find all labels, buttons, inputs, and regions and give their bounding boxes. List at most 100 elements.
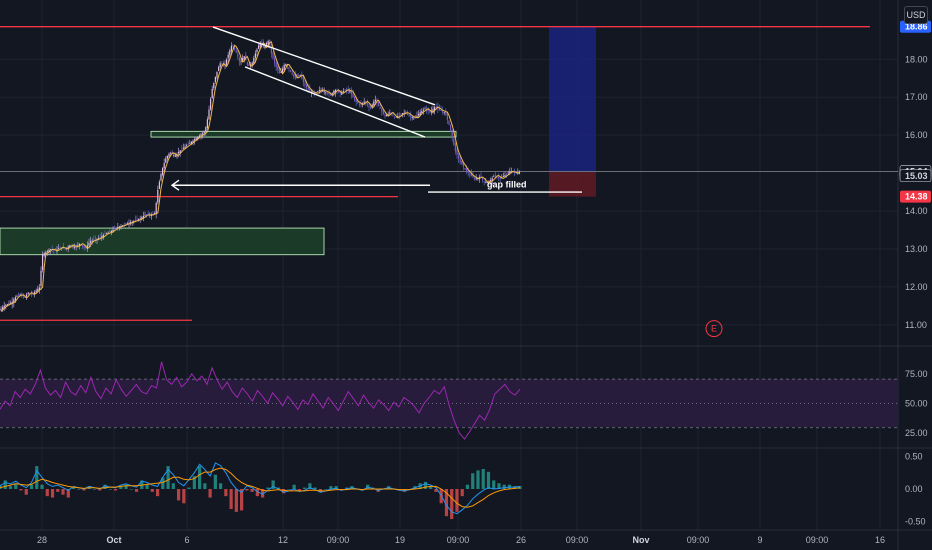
price-axis-label: 18.00 xyxy=(905,54,928,64)
candle-body xyxy=(421,111,423,113)
trend-drawings[interactable]: gap filled E xyxy=(170,26,723,338)
candle-body xyxy=(462,163,464,167)
candle-body xyxy=(408,114,410,116)
candle-body xyxy=(40,270,42,287)
candle-body xyxy=(360,103,362,105)
candle-body xyxy=(90,241,92,244)
candle-body xyxy=(3,305,5,309)
candle-body xyxy=(35,290,37,293)
candle-body xyxy=(216,71,218,78)
macd-histogram-bar xyxy=(61,489,65,495)
price-axis[interactable]: 18.00 17.00 16.00 14.00 13.00 12.00 11.00 75.00… xyxy=(899,20,932,527)
candle-body xyxy=(110,230,112,233)
macd-histogram-bar xyxy=(213,474,217,489)
gap-filled-annotation: gap filled xyxy=(487,179,527,189)
macd-axis-label: 0.50 xyxy=(905,452,923,462)
macd-histogram-bar xyxy=(313,487,317,489)
candle-body xyxy=(34,292,36,294)
candle-body xyxy=(398,114,400,116)
candle-body xyxy=(467,171,469,173)
candle-body xyxy=(386,114,388,117)
price-tag xyxy=(899,169,932,183)
candle-body xyxy=(338,90,340,93)
macd-histogram-bar xyxy=(518,486,522,489)
candle-body xyxy=(274,57,276,63)
candle-body xyxy=(235,50,237,53)
macd-histogram-bar xyxy=(324,489,328,490)
candle-body xyxy=(8,303,10,306)
macd-histogram-bar xyxy=(303,487,307,489)
horizontal-levels[interactable] xyxy=(0,26,898,321)
candle-body xyxy=(174,155,176,157)
candle-body xyxy=(173,155,175,156)
candle-body xyxy=(475,178,477,180)
candle-body xyxy=(512,171,514,173)
time-axis-label: 9 xyxy=(757,535,762,545)
macd-histogram-bar xyxy=(98,489,102,491)
candle-body xyxy=(18,294,20,296)
candle-body xyxy=(506,173,508,175)
time-axis[interactable]: 28 Oct 6 12 09:00 19 09:00 26 09:00 Nov 09:00 9 09:0… xyxy=(37,535,885,545)
candle-body xyxy=(170,152,172,154)
candle-body xyxy=(278,69,280,74)
candle-body xyxy=(102,235,104,238)
macd-histogram-bar xyxy=(171,483,175,489)
candle-body xyxy=(277,66,279,71)
candle-body xyxy=(208,109,210,120)
candle-body xyxy=(498,177,500,179)
candle-body xyxy=(266,43,268,46)
candle-body xyxy=(435,107,437,109)
macd-histogram-bar xyxy=(224,489,228,497)
candle-body xyxy=(243,56,245,60)
candle-body xyxy=(198,135,200,139)
macd-histogram-bar xyxy=(292,484,296,489)
candle-body xyxy=(205,127,207,133)
support-zone xyxy=(150,130,457,138)
candle-body xyxy=(69,245,71,248)
candle-body xyxy=(42,254,44,271)
candle-body xyxy=(78,243,80,246)
currency-button[interactable]: USD xyxy=(904,6,928,24)
candle-body xyxy=(370,107,372,109)
macd-histogram-bar xyxy=(345,487,349,489)
candle-body xyxy=(490,180,492,181)
candle-body xyxy=(109,231,111,232)
candle-body xyxy=(246,62,248,66)
macd-histogram-bar xyxy=(92,489,97,490)
candle-body xyxy=(114,228,116,230)
macd-histogram-bar xyxy=(150,489,154,492)
candle-body xyxy=(158,181,160,189)
macd-histogram-bar xyxy=(434,489,438,492)
long-position-tool[interactable] xyxy=(549,26,596,197)
profit-zone xyxy=(549,26,596,172)
candle-body xyxy=(261,41,263,45)
candle-body xyxy=(422,109,424,111)
candle-body xyxy=(218,67,220,71)
candle-body xyxy=(30,293,32,295)
candle-body xyxy=(416,115,418,118)
macd-histogram-bar xyxy=(450,489,454,520)
candle-body xyxy=(464,168,466,170)
macd-histogram-bar xyxy=(266,487,270,489)
candle-body xyxy=(272,52,274,59)
candle-body xyxy=(147,213,149,215)
candle-body xyxy=(6,304,8,306)
price-axis-label: 16.00 xyxy=(905,130,928,140)
candle-body xyxy=(499,177,501,179)
macd-histogram-bar xyxy=(297,489,301,491)
macd-histogram-bar xyxy=(129,489,133,490)
candle-body xyxy=(178,151,180,154)
macd-histogram-bar xyxy=(476,470,480,489)
macd-histogram-bar xyxy=(334,486,338,489)
candle-body xyxy=(488,181,490,182)
candle-body xyxy=(509,171,511,173)
candle-body xyxy=(470,173,472,177)
candle-body xyxy=(334,89,336,93)
candle-body xyxy=(442,111,444,112)
candle-body xyxy=(302,77,304,83)
macd-histogram-bar xyxy=(8,486,13,489)
candle-body xyxy=(429,111,431,113)
rsi-line xyxy=(0,361,521,440)
candle-body xyxy=(83,246,85,249)
